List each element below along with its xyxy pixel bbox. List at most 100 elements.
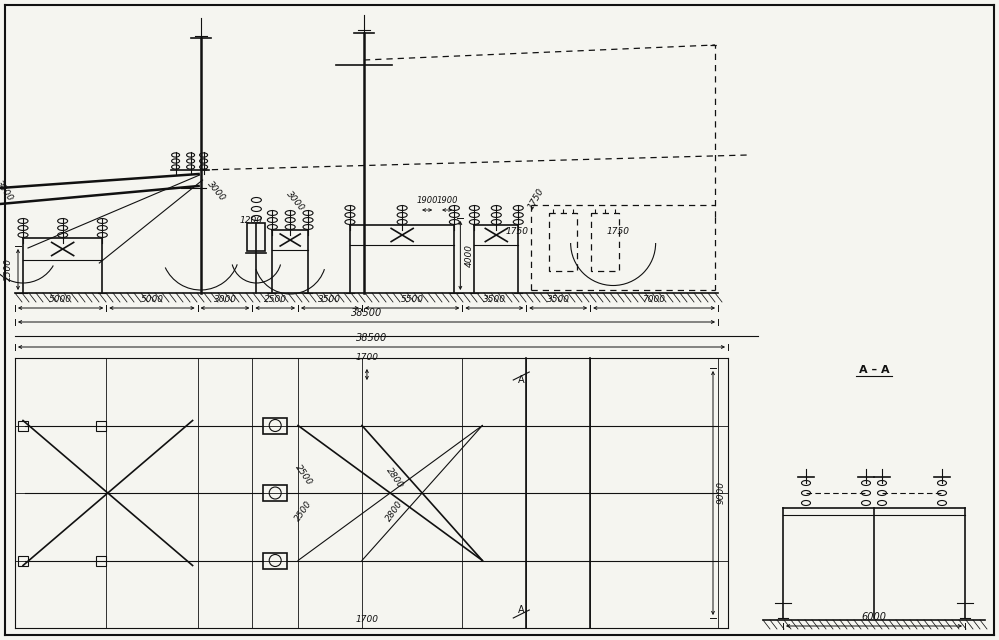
Bar [96,420,106,431]
Ellipse shape [252,207,262,211]
Ellipse shape [187,159,195,163]
Ellipse shape [470,205,480,211]
Text: 2800: 2800 [384,499,405,523]
Text: 38500: 38500 [356,333,388,343]
Text: 1750: 1750 [606,227,629,236]
Text: 9000: 9000 [717,481,726,504]
Text: 5500: 5500 [401,295,424,304]
Text: 1750: 1750 [505,227,528,236]
Text: 5000: 5000 [49,295,72,304]
Ellipse shape [450,205,460,211]
Ellipse shape [861,481,870,486]
Circle shape [269,554,281,566]
Ellipse shape [877,500,886,506]
Text: A: A [517,375,524,385]
Text: A – A: A – A [859,365,889,375]
Ellipse shape [97,232,107,237]
Text: 3500: 3500 [546,295,569,304]
Ellipse shape [450,212,460,218]
Ellipse shape [937,500,946,506]
Ellipse shape [450,220,460,225]
Ellipse shape [268,225,278,230]
Bar [18,420,28,431]
Ellipse shape [97,218,107,223]
Ellipse shape [877,490,886,495]
Ellipse shape [252,198,262,202]
Ellipse shape [200,165,208,169]
Text: 2500: 2500 [264,295,287,304]
Text: 2500: 2500 [293,499,314,523]
Ellipse shape [18,225,28,230]
Bar [263,485,287,501]
Ellipse shape [345,205,355,211]
Bar [96,556,106,566]
Ellipse shape [172,153,180,157]
Ellipse shape [801,481,810,486]
Text: 1700: 1700 [356,353,379,362]
Text: 5000: 5000 [141,295,164,304]
Ellipse shape [200,153,208,157]
Ellipse shape [937,481,946,486]
Ellipse shape [492,212,501,218]
Circle shape [269,487,281,499]
Ellipse shape [801,500,810,506]
Bar [263,552,287,568]
Text: 3000: 3000 [285,189,306,213]
Text: 1900: 1900 [437,196,458,205]
Text: 3000: 3000 [206,180,228,203]
Ellipse shape [252,216,262,221]
Text: 3000: 3000 [0,179,15,203]
Ellipse shape [513,212,523,218]
Bar [18,556,28,566]
Ellipse shape [268,211,278,216]
Ellipse shape [268,218,278,223]
Ellipse shape [492,220,501,225]
Ellipse shape [345,212,355,218]
Text: 1750: 1750 [526,187,545,211]
Bar [263,417,287,433]
Ellipse shape [58,225,68,230]
Ellipse shape [345,220,355,225]
Text: 1700: 1700 [356,615,379,624]
Text: 7000: 7000 [642,295,665,304]
Ellipse shape [285,225,295,230]
Circle shape [269,419,281,431]
Ellipse shape [58,218,68,223]
Ellipse shape [470,212,480,218]
Bar [248,223,266,251]
Ellipse shape [937,490,946,495]
Ellipse shape [303,211,313,216]
Text: 2800: 2800 [384,466,405,490]
Text: 3500: 3500 [483,295,505,304]
Ellipse shape [398,212,408,218]
Ellipse shape [398,205,408,211]
Ellipse shape [877,481,886,486]
Ellipse shape [861,490,870,495]
Ellipse shape [18,218,28,223]
Ellipse shape [187,153,195,157]
Ellipse shape [200,159,208,163]
Ellipse shape [18,232,28,237]
Text: 6000: 6000 [861,612,886,622]
Text: 1200: 1200 [240,216,263,225]
Ellipse shape [172,165,180,169]
Text: 2500: 2500 [4,258,13,281]
Ellipse shape [513,205,523,211]
Ellipse shape [513,220,523,225]
Text: 1900: 1900 [417,196,438,205]
Text: 2500: 2500 [293,463,314,487]
Ellipse shape [187,165,195,169]
Ellipse shape [398,220,408,225]
Text: 38500: 38500 [351,308,383,318]
Bar [549,213,577,271]
Text: 3000: 3000 [214,295,237,304]
Ellipse shape [303,225,313,230]
Ellipse shape [303,218,313,223]
Ellipse shape [861,500,870,506]
Text: A: A [517,605,524,615]
Ellipse shape [492,205,501,211]
Ellipse shape [58,232,68,237]
Bar [591,213,619,271]
Text: 4000: 4000 [465,244,474,267]
Ellipse shape [285,218,295,223]
